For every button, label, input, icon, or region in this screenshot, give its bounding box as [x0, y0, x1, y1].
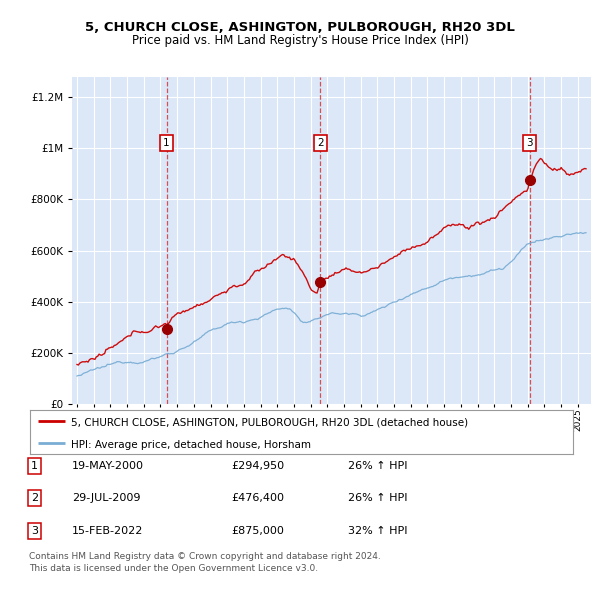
Text: 3: 3	[526, 138, 533, 148]
Text: Price paid vs. HM Land Registry's House Price Index (HPI): Price paid vs. HM Land Registry's House …	[131, 34, 469, 47]
Text: 5, CHURCH CLOSE, ASHINGTON, PULBOROUGH, RH20 3DL (detached house): 5, CHURCH CLOSE, ASHINGTON, PULBOROUGH, …	[71, 418, 468, 427]
Text: Contains HM Land Registry data © Crown copyright and database right 2024.
This d: Contains HM Land Registry data © Crown c…	[29, 552, 380, 573]
Text: 3: 3	[31, 526, 38, 536]
Text: £476,400: £476,400	[231, 493, 284, 503]
Text: 2: 2	[31, 493, 38, 503]
Text: £875,000: £875,000	[231, 526, 284, 536]
Text: 1: 1	[163, 138, 170, 148]
Text: 26% ↑ HPI: 26% ↑ HPI	[348, 461, 407, 471]
Text: £294,950: £294,950	[231, 461, 284, 471]
Text: HPI: Average price, detached house, Horsham: HPI: Average price, detached house, Hors…	[71, 440, 311, 450]
Text: 5, CHURCH CLOSE, ASHINGTON, PULBOROUGH, RH20 3DL: 5, CHURCH CLOSE, ASHINGTON, PULBOROUGH, …	[85, 21, 515, 34]
Text: 2: 2	[317, 138, 323, 148]
Text: 1: 1	[31, 461, 38, 471]
Text: 15-FEB-2022: 15-FEB-2022	[72, 526, 143, 536]
Text: 19-MAY-2000: 19-MAY-2000	[72, 461, 144, 471]
Text: 26% ↑ HPI: 26% ↑ HPI	[348, 493, 407, 503]
Text: 29-JUL-2009: 29-JUL-2009	[72, 493, 140, 503]
Text: 32% ↑ HPI: 32% ↑ HPI	[348, 526, 407, 536]
